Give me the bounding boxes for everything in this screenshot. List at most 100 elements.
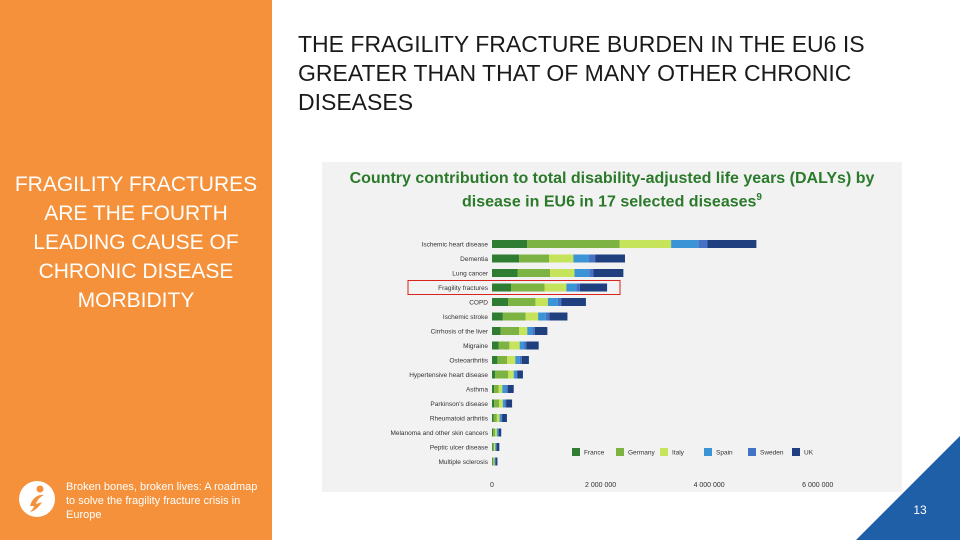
bar-segment bbox=[526, 341, 539, 350]
bar-segment bbox=[496, 428, 498, 437]
bar-segment bbox=[492, 240, 528, 248]
bar-segment bbox=[513, 370, 517, 379]
highlight-box bbox=[407, 280, 621, 295]
category-label: Dementia bbox=[460, 256, 488, 263]
bar-segment bbox=[500, 327, 520, 335]
bar-segment bbox=[524, 341, 527, 350]
bar-segment bbox=[495, 443, 497, 451]
category-label: Hypertensive heart disease bbox=[409, 372, 488, 379]
category-label: Cirrhosis of the liver bbox=[431, 329, 489, 336]
bar-segment bbox=[517, 370, 523, 379]
category-label: Ischemic heart disease bbox=[422, 242, 489, 249]
bar-segment bbox=[494, 443, 496, 451]
category-label: Osteoarthritis bbox=[449, 358, 488, 365]
bar-segment bbox=[492, 428, 494, 437]
legend-swatch bbox=[616, 448, 624, 456]
category-label: Melanoma and other skin cancers bbox=[390, 430, 488, 437]
bar-segment bbox=[527, 240, 620, 248]
legend-swatch bbox=[572, 448, 580, 456]
bar-segment bbox=[588, 254, 596, 263]
legend-swatch bbox=[704, 448, 712, 456]
slide-title: THE FRAGILITY FRACTURE BURDEN IN THE EU6… bbox=[298, 31, 865, 115]
bar-segment bbox=[525, 312, 539, 321]
bar-segment bbox=[549, 254, 574, 263]
bar-segment bbox=[494, 457, 496, 466]
bar-segment bbox=[495, 428, 497, 437]
bar-segment bbox=[521, 356, 529, 364]
bar-segment bbox=[496, 443, 500, 451]
bar-segment bbox=[505, 399, 507, 408]
legend-swatch bbox=[660, 448, 668, 456]
bar-segment bbox=[561, 298, 586, 306]
bar-segment bbox=[508, 370, 514, 379]
bar-segment bbox=[566, 283, 577, 292]
bar-segment bbox=[549, 312, 568, 321]
bar-segment bbox=[589, 269, 594, 277]
chart-background bbox=[322, 162, 902, 492]
bar-segment bbox=[573, 254, 589, 263]
legend-label: Sweden bbox=[760, 450, 784, 457]
bar-segment bbox=[492, 298, 509, 306]
bar-segment bbox=[494, 399, 500, 408]
left-panel bbox=[0, 0, 272, 540]
legend-swatch bbox=[792, 448, 800, 456]
bar-segment bbox=[495, 370, 509, 379]
bar-segment bbox=[492, 283, 511, 292]
chart-title-text: Country contribution to total disability… bbox=[349, 170, 875, 211]
bar-segment bbox=[698, 240, 708, 248]
chart-title-superscript: 9 bbox=[756, 192, 762, 203]
bar-segment bbox=[501, 414, 503, 422]
bar-segment bbox=[502, 312, 526, 321]
bar-segment bbox=[506, 385, 508, 393]
bar-segment bbox=[497, 356, 508, 364]
category-label: Fragility fractures bbox=[438, 285, 489, 292]
category-label: Multiple sclerosis bbox=[439, 459, 489, 466]
category-label: Lung cancer bbox=[452, 271, 489, 278]
bar-segment bbox=[494, 385, 499, 393]
bar-segment bbox=[671, 240, 699, 248]
bar-segment bbox=[492, 254, 520, 263]
bar-segment bbox=[516, 370, 518, 379]
bar-segment bbox=[574, 269, 590, 277]
bar-segment bbox=[517, 269, 551, 277]
bar-segment bbox=[492, 457, 494, 466]
bar-segment bbox=[499, 399, 503, 408]
bar-segment bbox=[707, 240, 757, 248]
stacked-bar-chart: Ischemic heart disease Dementia Lung cance… bbox=[390, 240, 833, 489]
bar-segment bbox=[547, 298, 558, 306]
bar-segment bbox=[509, 341, 520, 350]
bar-segment bbox=[492, 341, 499, 350]
bar-segment bbox=[506, 399, 513, 408]
bar-segment bbox=[515, 356, 520, 364]
category-label: Peptic ulcer disease bbox=[430, 445, 489, 452]
legend-label: UK bbox=[804, 450, 814, 457]
category-label: Migraine bbox=[463, 343, 488, 350]
bar-segment bbox=[492, 327, 501, 335]
page-number: 13 bbox=[913, 503, 927, 517]
bar-segment bbox=[498, 341, 510, 350]
bar-segment bbox=[492, 385, 495, 393]
legend-label: France bbox=[584, 450, 605, 457]
bar-segment bbox=[507, 385, 514, 393]
x-tick-label: 4 000 000 bbox=[694, 482, 725, 489]
bar-segment bbox=[519, 327, 528, 335]
bar-segment bbox=[519, 341, 525, 350]
bar-segment bbox=[496, 414, 500, 422]
legend-label: Spain bbox=[716, 450, 733, 457]
bar-segment bbox=[519, 254, 549, 263]
bar-segment bbox=[579, 283, 608, 292]
bar-segment bbox=[535, 298, 548, 306]
bar-segment bbox=[619, 240, 672, 248]
category-label: COPD bbox=[469, 300, 488, 307]
bar-segment bbox=[492, 414, 494, 422]
bar-segment bbox=[492, 399, 495, 408]
bar-segment bbox=[534, 327, 548, 335]
legend-swatch bbox=[748, 448, 756, 456]
bar-segment bbox=[493, 428, 496, 437]
x-tick-label: 2 000 000 bbox=[585, 482, 616, 489]
bar-segment bbox=[550, 269, 575, 277]
bar-segment bbox=[498, 385, 503, 393]
legend-label: Italy bbox=[672, 450, 685, 457]
bar-segment bbox=[498, 428, 502, 437]
bar-segment bbox=[527, 327, 533, 335]
